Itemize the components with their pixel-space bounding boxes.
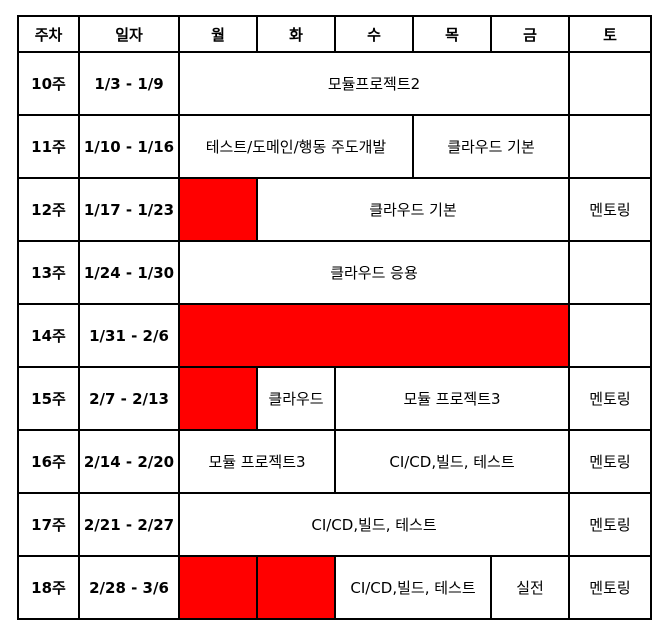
activity-cell: 클라우드 기본	[412, 114, 570, 179]
date-cell: 1/17 - 1/23	[78, 177, 180, 242]
table-row: 13주 1/24 - 1/30 클라우드 응용	[17, 240, 652, 305]
sat-cell: 멘토링	[568, 366, 652, 431]
header-mon: 월	[178, 15, 258, 53]
week-cell: 11주	[17, 114, 80, 179]
sat-cell	[568, 303, 652, 368]
sat-cell	[568, 51, 652, 116]
activity-cell: 실전	[490, 555, 570, 620]
header-thu: 목	[412, 15, 492, 53]
date-cell: 1/31 - 2/6	[78, 303, 180, 368]
week-cell: 16주	[17, 429, 80, 494]
sat-cell	[568, 114, 652, 179]
date-cell: 2/21 - 2/27	[78, 492, 180, 557]
week-cell: 14주	[17, 303, 80, 368]
table-row: 14주 1/31 - 2/6	[17, 303, 652, 368]
week-cell: 13주	[17, 240, 80, 305]
table-row: 18주 2/28 - 3/6 CI/CD,빌드, 테스트 실전 멘토링	[17, 555, 652, 620]
date-cell: 2/14 - 2/20	[78, 429, 180, 494]
table-row: 12주 1/17 - 1/23 클라우드 기본 멘토링	[17, 177, 652, 242]
table-row: 11주 1/10 - 1/16 테스트/도메인/행동 주도개발 클라우드 기본	[17, 114, 652, 179]
header-week: 주차	[17, 15, 80, 53]
activity-cell: CI/CD,빌드, 테스트	[178, 492, 570, 557]
week-cell: 12주	[17, 177, 80, 242]
table-row: 10주 1/3 - 1/9 모듈프로젝트2	[17, 51, 652, 116]
date-cell: 1/10 - 1/16	[78, 114, 180, 179]
table-row: 16주 2/14 - 2/20 모듈 프로젝트3 CI/CD,빌드, 테스트 멘…	[17, 429, 652, 494]
sat-cell	[568, 240, 652, 305]
week-cell: 17주	[17, 492, 80, 557]
date-cell: 2/28 - 3/6	[78, 555, 180, 620]
header-tue: 화	[256, 15, 336, 53]
activity-cell: 모듈 프로젝트3	[178, 429, 336, 494]
table-row: 17주 2/21 - 2/27 CI/CD,빌드, 테스트 멘토링	[17, 492, 652, 557]
activity-cell: 모듈프로젝트2	[178, 51, 570, 116]
activity-cell: 클라우드	[256, 366, 336, 431]
date-cell: 2/7 - 2/13	[78, 366, 180, 431]
week-cell: 15주	[17, 366, 80, 431]
highlight-cell	[178, 177, 258, 242]
header-wed: 수	[334, 15, 414, 53]
week-cell: 18주	[17, 555, 80, 620]
table-row: 15주 2/7 - 2/13 클라우드 모듈 프로젝트3 멘토링	[17, 366, 652, 431]
sat-cell: 멘토링	[568, 429, 652, 494]
activity-cell: 클라우드 기본	[256, 177, 570, 242]
sat-cell: 멘토링	[568, 177, 652, 242]
activity-cell: CI/CD,빌드, 테스트	[334, 429, 570, 494]
highlight-cell	[178, 366, 258, 431]
week-cell: 10주	[17, 51, 80, 116]
sat-cell: 멘토링	[568, 555, 652, 620]
highlight-cell	[256, 555, 336, 620]
activity-cell: 모듈 프로젝트3	[334, 366, 570, 431]
header-sat: 토	[568, 15, 652, 53]
sat-cell: 멘토링	[568, 492, 652, 557]
header-fri: 금	[490, 15, 570, 53]
date-cell: 1/3 - 1/9	[78, 51, 180, 116]
schedule-table: 주차 일자 월 화 수 목 금 토 10주 1/3 - 1/9 모듈프로젝트2 …	[17, 15, 652, 620]
highlight-cell	[178, 555, 258, 620]
highlight-cell	[178, 303, 570, 368]
header-date: 일자	[78, 15, 180, 53]
header-row: 주차 일자 월 화 수 목 금 토	[17, 15, 652, 53]
activity-cell: CI/CD,빌드, 테스트	[334, 555, 492, 620]
activity-cell: 클라우드 응용	[178, 240, 570, 305]
activity-cell: 테스트/도메인/행동 주도개발	[178, 114, 414, 179]
date-cell: 1/24 - 1/30	[78, 240, 180, 305]
